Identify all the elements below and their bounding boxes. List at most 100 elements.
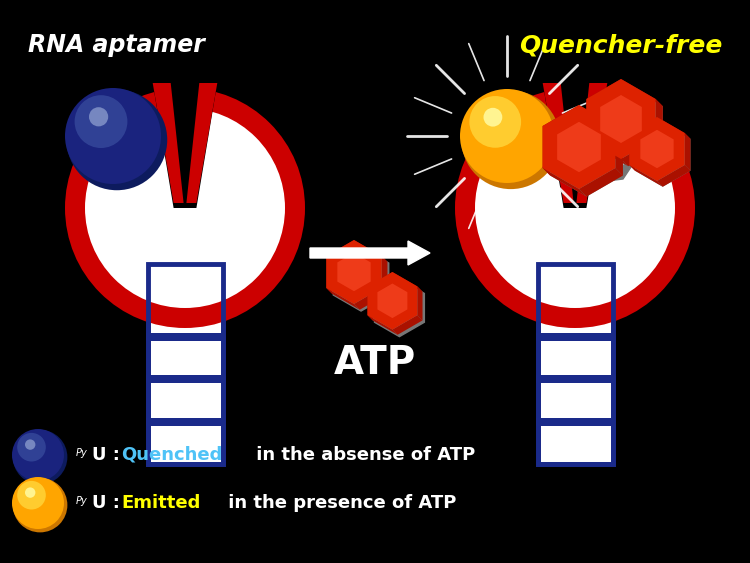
Polygon shape: [374, 279, 424, 337]
Polygon shape: [657, 117, 691, 138]
Bar: [538, 294, 613, 464]
Polygon shape: [557, 122, 601, 172]
Polygon shape: [577, 145, 633, 177]
Text: $^{Py}$: $^{Py}$: [75, 496, 88, 510]
Circle shape: [460, 89, 554, 183]
Polygon shape: [635, 123, 691, 187]
Polygon shape: [685, 133, 691, 171]
Text: Emitted: Emitted: [121, 494, 200, 512]
Polygon shape: [586, 139, 628, 166]
Polygon shape: [543, 83, 608, 208]
Polygon shape: [543, 105, 615, 189]
Circle shape: [89, 107, 108, 127]
Circle shape: [455, 88, 695, 328]
Polygon shape: [579, 105, 623, 133]
Polygon shape: [187, 83, 218, 203]
Bar: [538, 265, 613, 464]
Text: Quencher-free: Quencher-free: [519, 33, 722, 57]
Polygon shape: [368, 315, 398, 335]
Circle shape: [85, 108, 285, 308]
Polygon shape: [373, 277, 422, 335]
Polygon shape: [364, 282, 390, 298]
Bar: [148, 225, 223, 300]
Text: Quenched: Quenched: [121, 446, 222, 464]
Polygon shape: [354, 288, 388, 310]
Circle shape: [13, 430, 68, 484]
Circle shape: [25, 488, 35, 498]
Polygon shape: [629, 133, 635, 171]
Bar: [536, 418, 614, 426]
Polygon shape: [326, 240, 382, 304]
Polygon shape: [600, 95, 642, 143]
Polygon shape: [656, 99, 663, 146]
Polygon shape: [543, 126, 550, 176]
Text: $^{Py}$: $^{Py}$: [75, 448, 88, 462]
Polygon shape: [326, 256, 332, 294]
Circle shape: [74, 95, 128, 148]
Polygon shape: [153, 83, 184, 203]
Polygon shape: [377, 284, 407, 318]
Circle shape: [484, 108, 502, 127]
Bar: [536, 333, 614, 341]
Polygon shape: [586, 99, 593, 146]
Bar: [536, 333, 614, 341]
Bar: [146, 418, 224, 426]
Polygon shape: [332, 246, 388, 310]
Circle shape: [65, 88, 305, 328]
Polygon shape: [579, 168, 623, 196]
Bar: [146, 376, 224, 383]
Polygon shape: [354, 240, 388, 262]
Circle shape: [17, 433, 46, 462]
Circle shape: [17, 481, 46, 510]
Polygon shape: [629, 165, 663, 187]
Polygon shape: [593, 86, 663, 166]
Polygon shape: [368, 272, 417, 329]
Circle shape: [470, 96, 521, 148]
Bar: [536, 376, 614, 383]
Polygon shape: [326, 240, 360, 262]
Bar: [148, 265, 223, 464]
Circle shape: [475, 108, 675, 308]
Bar: [148, 294, 223, 464]
Polygon shape: [326, 288, 360, 310]
Polygon shape: [392, 272, 422, 292]
Polygon shape: [657, 165, 691, 187]
Polygon shape: [382, 256, 388, 294]
Polygon shape: [621, 79, 663, 106]
Polygon shape: [586, 79, 656, 159]
Polygon shape: [583, 151, 639, 183]
Circle shape: [67, 90, 167, 190]
Circle shape: [461, 91, 560, 189]
FancyArrow shape: [310, 241, 430, 265]
Polygon shape: [586, 79, 628, 106]
Bar: [146, 333, 224, 341]
Circle shape: [65, 88, 161, 184]
Polygon shape: [543, 105, 586, 133]
Circle shape: [25, 439, 35, 450]
Bar: [146, 333, 224, 341]
Text: in the absense of ATP: in the absense of ATP: [250, 446, 476, 464]
Bar: [146, 376, 224, 383]
Bar: [536, 376, 614, 383]
Circle shape: [12, 429, 64, 481]
Polygon shape: [577, 83, 608, 203]
Text: U :: U :: [92, 494, 126, 512]
Polygon shape: [615, 126, 623, 176]
Polygon shape: [621, 139, 663, 166]
Bar: [538, 225, 613, 300]
Text: RNA aptamer: RNA aptamer: [28, 33, 205, 57]
Polygon shape: [629, 117, 663, 138]
Text: in the presence of ATP: in the presence of ATP: [222, 494, 456, 512]
Bar: [536, 418, 614, 426]
Polygon shape: [577, 145, 633, 177]
Polygon shape: [392, 315, 422, 335]
Polygon shape: [368, 287, 373, 320]
Text: ATP: ATP: [334, 344, 416, 382]
Polygon shape: [629, 117, 685, 181]
Polygon shape: [338, 253, 370, 291]
Polygon shape: [543, 83, 574, 203]
Bar: [146, 418, 224, 426]
Polygon shape: [153, 83, 218, 208]
Polygon shape: [550, 113, 623, 196]
Polygon shape: [368, 272, 398, 292]
